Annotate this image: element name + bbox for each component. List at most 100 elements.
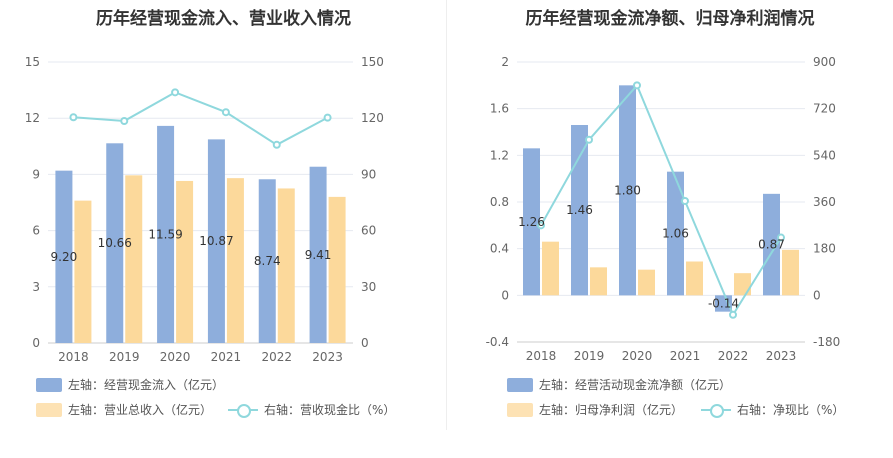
left-legend-item-2[interactable]: 右轴：营收现金比（%） bbox=[228, 401, 395, 418]
right-line-point-4 bbox=[729, 310, 737, 319]
right-data-label-3: 1.06 bbox=[662, 227, 689, 241]
right-bar-s1-2 bbox=[638, 269, 655, 296]
left-line-point-3 bbox=[221, 108, 230, 117]
left-bar-s1-3 bbox=[226, 178, 244, 343]
right-right-tick-5: 720 bbox=[813, 102, 836, 116]
left-bar-s0-4 bbox=[258, 179, 276, 343]
right-data-label-2: 1.80 bbox=[614, 183, 641, 197]
left-left-tick-5: 15 bbox=[25, 55, 40, 69]
left-data-label-2: 11.59 bbox=[148, 227, 182, 241]
left-right-tick-5: 150 bbox=[361, 55, 384, 69]
left-data-label-0: 9.20 bbox=[51, 250, 78, 264]
right-line-point-3 bbox=[681, 196, 689, 205]
left-data-label-5: 9.41 bbox=[305, 248, 332, 262]
right-line-point-2 bbox=[633, 81, 641, 90]
right-left-tick-4: 1.2 bbox=[490, 148, 509, 162]
right-bar-s1-5 bbox=[782, 249, 799, 296]
right-right-tick-4: 540 bbox=[813, 148, 836, 162]
right-x-tick-1: 2019 bbox=[574, 349, 605, 363]
right-legend-item-2[interactable]: 右轴：净现比（%） bbox=[701, 401, 844, 418]
right-data-label-1: 1.46 bbox=[566, 203, 593, 217]
right-left-tick-0: -0.4 bbox=[486, 335, 509, 349]
left-left-tick-1: 3 bbox=[32, 280, 40, 294]
left-line-point-2 bbox=[171, 88, 180, 97]
left-right-tick-1: 30 bbox=[361, 280, 376, 294]
right-right-tick-1: 0 bbox=[813, 288, 821, 302]
left-bar-s1-2 bbox=[176, 180, 194, 343]
right-line-point-5 bbox=[777, 233, 785, 242]
right-line-point-1 bbox=[585, 135, 593, 144]
right-line-series bbox=[540, 83, 782, 317]
right-line-point-0 bbox=[537, 221, 545, 230]
right-left-tick-1: 0 bbox=[501, 288, 509, 302]
left-right-tick-2: 60 bbox=[361, 224, 376, 238]
right-legend-item-1[interactable]: 左轴：归母净利润（亿元） bbox=[507, 401, 683, 418]
right-x-tick-4: 2022 bbox=[718, 349, 749, 363]
left-legend-label-2: 右轴：营收现金比（%） bbox=[264, 403, 396, 417]
left-bar-s0-0 bbox=[55, 170, 73, 343]
left-left-tick-0: 0 bbox=[32, 336, 40, 350]
right-right-tick-3: 360 bbox=[813, 195, 836, 209]
left-left-tick-3: 9 bbox=[32, 167, 40, 181]
legend-swatch-yellow-icon bbox=[36, 402, 62, 417]
right-legend-label-1: 左轴：归母净利润（亿元） bbox=[539, 403, 684, 417]
left-legend-label-0: 左轴：经营现金流入（亿元） bbox=[68, 378, 225, 392]
right-left-tick-5: 1.6 bbox=[490, 102, 509, 116]
right-x-tick-5: 2023 bbox=[766, 349, 797, 363]
right-legend-label-0: 左轴：经营活动现金流净额（亿元） bbox=[539, 378, 732, 392]
right-left-tick-6: 2 bbox=[501, 55, 509, 69]
right-chart-svg: -0.4 0 0.4 0.8 1.2 1.6 2 -180 0 180 360 540 720 900 20… bbox=[486, 55, 841, 363]
left-x-tick-3: 2021 bbox=[211, 350, 242, 364]
left-bar-s0-5 bbox=[309, 166, 327, 343]
right-right-tick-2: 180 bbox=[813, 242, 836, 256]
legend-line-marker-icon bbox=[701, 403, 731, 418]
right-legend-label-2: 右轴：净现比（%） bbox=[737, 403, 845, 417]
legend-swatch-blue-icon bbox=[507, 377, 533, 392]
left-left-tick-2: 6 bbox=[32, 224, 40, 238]
right-legend-item-0[interactable]: 左轴：经营活动现金流净额（亿元） bbox=[507, 376, 731, 393]
left-line-point-1 bbox=[120, 117, 129, 126]
right-data-label-0: 1.26 bbox=[518, 215, 545, 229]
right-bar-s1-4 bbox=[734, 273, 751, 296]
left-line-point-4 bbox=[272, 140, 281, 149]
left-bar-s0-2 bbox=[157, 125, 175, 343]
left-data-label-3: 10.87 bbox=[199, 234, 233, 248]
right-x-tick-0: 2018 bbox=[526, 349, 557, 363]
right-bar-s0-1 bbox=[571, 125, 588, 296]
left-x-tick-1: 2019 bbox=[109, 350, 140, 364]
left-x-tick-0: 2018 bbox=[58, 350, 89, 364]
left-bar-s0-1 bbox=[106, 143, 124, 343]
left-right-tick-3: 90 bbox=[361, 167, 376, 181]
left-legend-label-1: 左轴：营业总收入（亿元） bbox=[68, 403, 213, 417]
right-chart-panel: 历年经营现金流净额、归母净利润情况 -0.4 0 0.4 0.8 1.2 1.6 2 -180… bbox=[447, 0, 893, 458]
left-bar-s1-5 bbox=[328, 196, 346, 343]
left-data-label-1: 10.66 bbox=[98, 236, 132, 250]
right-right-tick-6: 900 bbox=[813, 55, 836, 69]
right-bar-s1-1 bbox=[590, 267, 607, 296]
right-bar-s0-2 bbox=[619, 85, 636, 296]
left-data-label-4: 8.74 bbox=[254, 254, 281, 268]
panel-divider bbox=[446, 0, 447, 430]
left-bar-s1-4 bbox=[277, 188, 295, 343]
right-bar-s0-0 bbox=[523, 148, 540, 296]
left-legend-item-0[interactable]: 左轴：经营现金流入（亿元） bbox=[36, 376, 224, 393]
left-bar-s0-3 bbox=[207, 139, 225, 343]
right-left-tick-3: 0.8 bbox=[490, 195, 509, 209]
right-bar-s0-3 bbox=[667, 171, 684, 296]
left-x-tick-5: 2023 bbox=[312, 350, 343, 364]
right-bar-s0-4 bbox=[715, 295, 732, 312]
legend-swatch-yellow-icon bbox=[507, 402, 533, 417]
legend-swatch-blue-icon bbox=[36, 377, 62, 392]
right-data-label-4: -0.14 bbox=[708, 297, 739, 311]
left-bar-s1-1 bbox=[125, 175, 143, 343]
right-bar-s0-5 bbox=[763, 193, 780, 296]
left-bar-s1-0 bbox=[74, 200, 92, 343]
left-line-point-0 bbox=[69, 113, 78, 122]
left-right-tick-4: 120 bbox=[361, 111, 384, 125]
right-chart-title: 历年经营现金流净额、归母净利润情况 bbox=[525, 9, 815, 29]
left-chart-panel: 历年经营现金流入、营业收入情况 0 3 6 9 12 15 0 30 60 90 120 150 201… bbox=[25, 9, 395, 418]
right-x-tick-2: 2020 bbox=[622, 349, 653, 363]
left-legend-item-1[interactable]: 左轴：营业总收入（亿元） bbox=[36, 401, 212, 418]
right-data-label-5: 0.87 bbox=[758, 238, 785, 252]
